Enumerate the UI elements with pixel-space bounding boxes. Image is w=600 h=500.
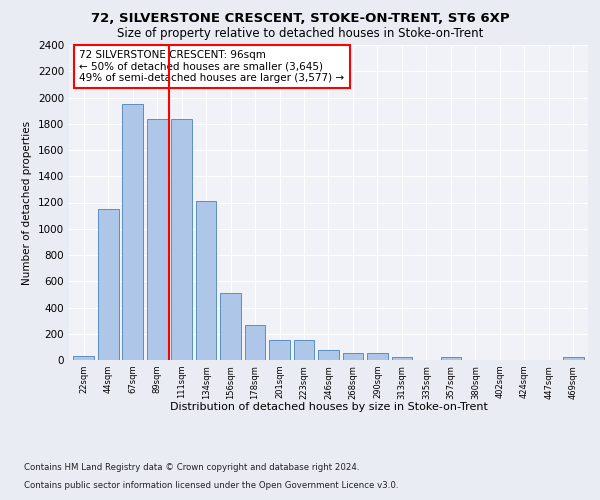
- Text: Size of property relative to detached houses in Stoke-on-Trent: Size of property relative to detached ho…: [117, 28, 483, 40]
- Bar: [73, 356, 94, 360]
- Bar: [122, 104, 143, 360]
- Bar: [147, 118, 167, 360]
- Text: 72, SILVERSTONE CRESCENT, STOKE-ON-TRENT, ST6 6XP: 72, SILVERSTONE CRESCENT, STOKE-ON-TRENT…: [91, 12, 509, 26]
- Text: Contains HM Land Registry data © Crown copyright and database right 2024.: Contains HM Land Registry data © Crown c…: [24, 464, 359, 472]
- Bar: [367, 354, 388, 360]
- Bar: [269, 340, 290, 360]
- Y-axis label: Number of detached properties: Number of detached properties: [22, 120, 32, 284]
- Bar: [171, 118, 192, 360]
- Bar: [563, 358, 584, 360]
- Bar: [220, 293, 241, 360]
- Bar: [392, 356, 412, 360]
- Text: 72 SILVERSTONE CRESCENT: 96sqm
← 50% of detached houses are smaller (3,645)
49% : 72 SILVERSTONE CRESCENT: 96sqm ← 50% of …: [79, 50, 344, 83]
- Text: Contains public sector information licensed under the Open Government Licence v3: Contains public sector information licen…: [24, 481, 398, 490]
- Bar: [293, 340, 314, 360]
- Bar: [440, 358, 461, 360]
- Bar: [196, 200, 217, 360]
- Text: Distribution of detached houses by size in Stoke-on-Trent: Distribution of detached houses by size …: [170, 402, 488, 412]
- Bar: [98, 209, 119, 360]
- Bar: [343, 354, 364, 360]
- Bar: [245, 325, 265, 360]
- Bar: [318, 350, 339, 360]
